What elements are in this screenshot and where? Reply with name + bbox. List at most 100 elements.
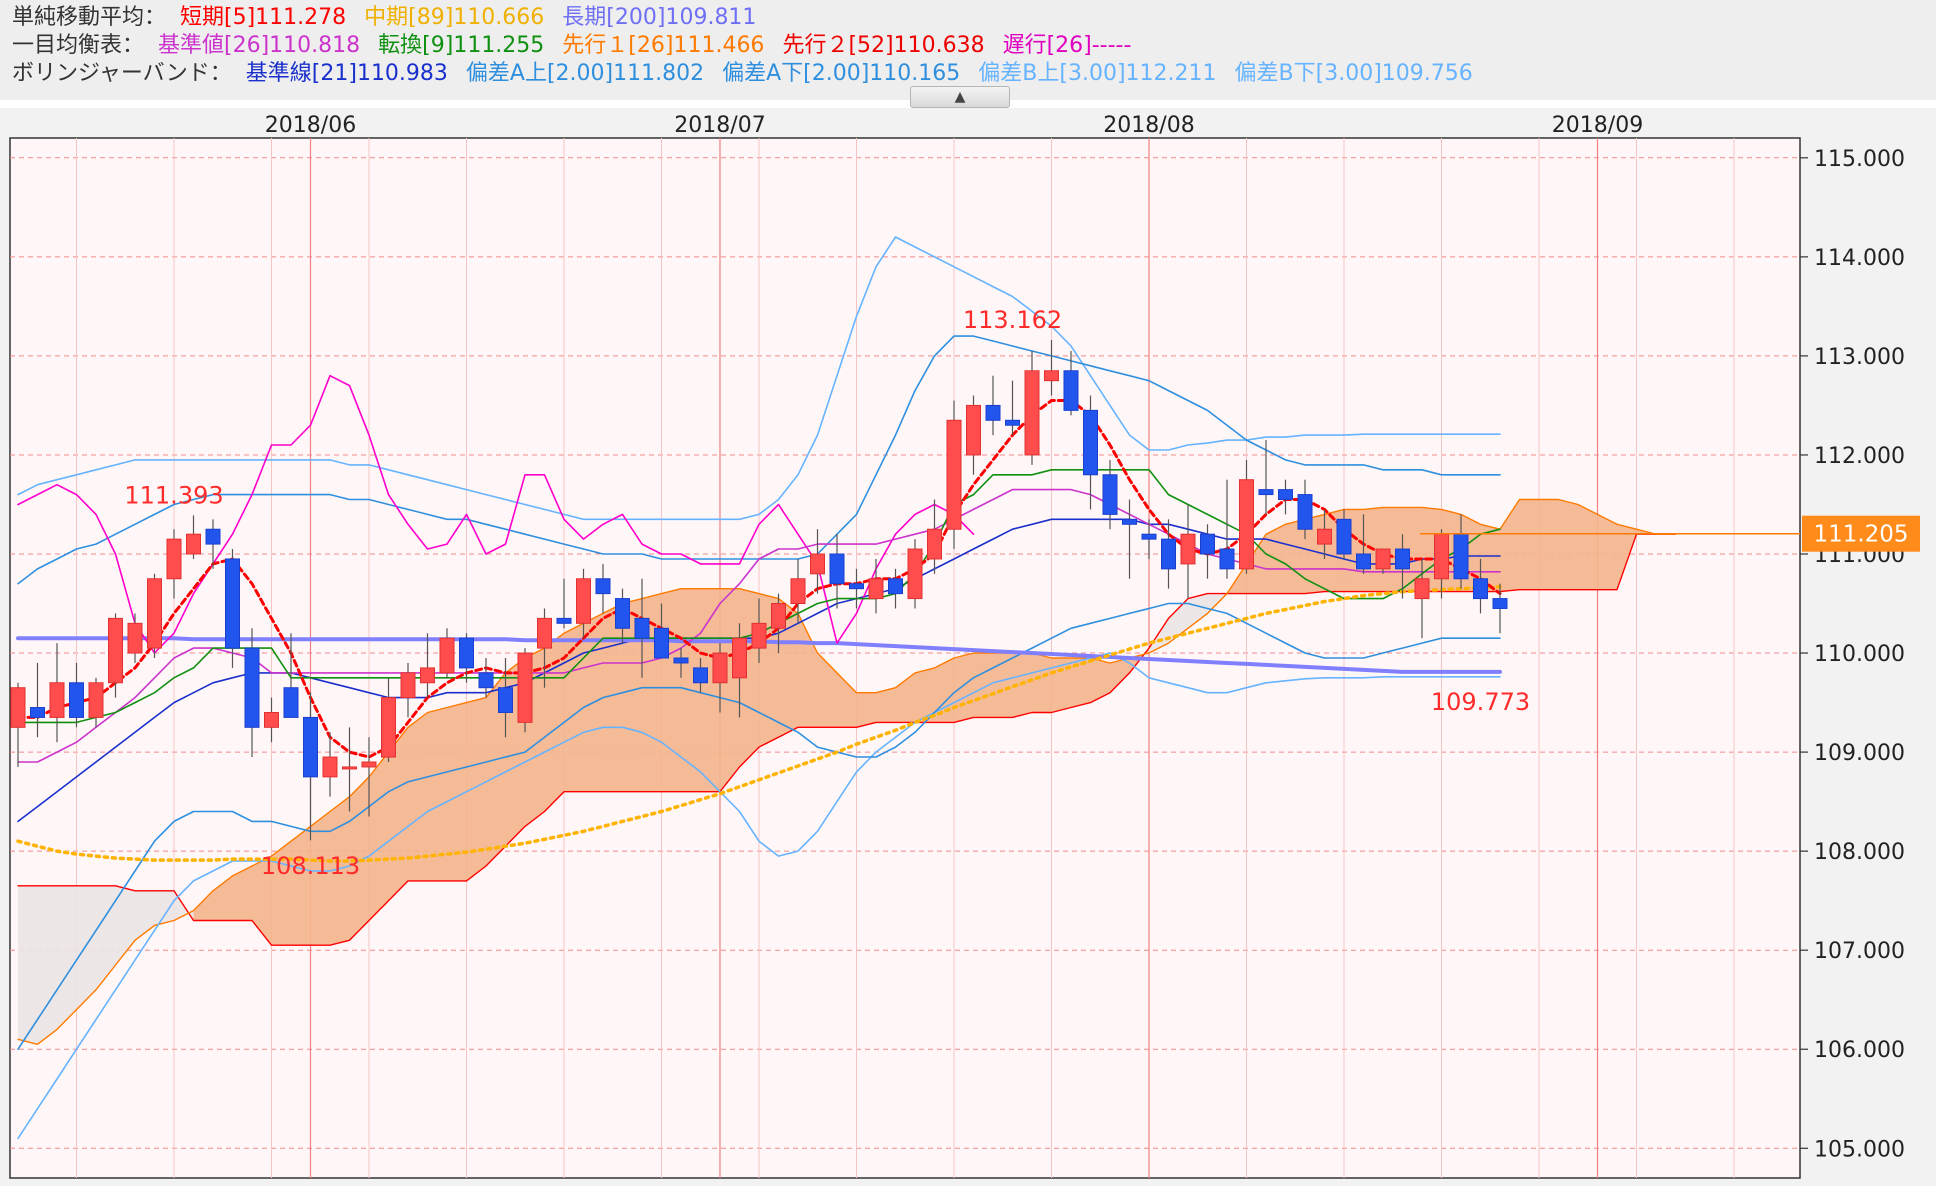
candle-down bbox=[1258, 489, 1274, 496]
candles bbox=[10, 340, 1508, 841]
cloud-segment bbox=[876, 687, 896, 723]
cloud-segment bbox=[271, 841, 291, 946]
legend-ichimoku-span2: 先行２[52]110.638 bbox=[782, 33, 985, 58]
candle-up bbox=[927, 528, 942, 560]
collapse-legend-button[interactable]: ▲ bbox=[910, 86, 1010, 108]
candle-down bbox=[1336, 518, 1352, 555]
cloud-segment bbox=[1617, 524, 1637, 590]
cloud-segment bbox=[993, 653, 1013, 718]
candle-down bbox=[478, 672, 494, 689]
cloud-segment bbox=[57, 885, 77, 1030]
cloud-segment bbox=[252, 856, 272, 946]
candle-down bbox=[634, 617, 650, 639]
candle-down bbox=[654, 627, 669, 659]
cloud-segment bbox=[778, 598, 798, 738]
cloud-segment bbox=[115, 885, 135, 966]
candle-down bbox=[1005, 419, 1020, 426]
candle-up bbox=[342, 766, 357, 770]
cloud-segment bbox=[895, 672, 915, 723]
candle-up bbox=[576, 578, 591, 624]
cloud-segment bbox=[1383, 507, 1403, 592]
cloud-segment bbox=[310, 811, 330, 946]
candle-down bbox=[1161, 538, 1176, 570]
candle-down bbox=[1395, 548, 1410, 570]
cloud-segment bbox=[1480, 524, 1500, 592]
candle-down bbox=[69, 682, 84, 718]
caret-up-icon: ▲ bbox=[954, 89, 966, 105]
cloud-segment bbox=[973, 653, 993, 718]
legend-ichimoku-lag: 遅行[26]----- bbox=[1002, 33, 1132, 58]
price-chart[interactable]: 111.393 108.113 113.162 109.773 115.000 114.… bbox=[0, 108, 1936, 1186]
candle-up bbox=[1180, 533, 1196, 565]
sma-mid-line bbox=[16, 584, 1502, 863]
ichimoku-span2-line bbox=[17, 533, 1677, 946]
price-annotation: 109.773 bbox=[1431, 688, 1530, 716]
legend-bollinger-label: ボリンジャーバンド： bbox=[12, 61, 232, 86]
legend-ichimoku-label: 一目均衡表： bbox=[12, 33, 145, 58]
cloud-segment bbox=[330, 796, 350, 946]
cloud-segment bbox=[37, 885, 57, 1045]
candle-down bbox=[225, 558, 240, 649]
y-tick-label: 114.000 bbox=[1814, 246, 1905, 271]
legend-bb-b-lower: 偏差B下[3.00]109.756 bbox=[1234, 61, 1473, 86]
candle-down bbox=[849, 583, 864, 590]
legend-sma-long: 長期[200]109.811 bbox=[562, 5, 757, 30]
candle-up bbox=[147, 578, 162, 649]
cloud-segment bbox=[934, 658, 954, 723]
candle-down bbox=[1356, 553, 1371, 570]
cloud-segment bbox=[193, 890, 213, 921]
candle-up bbox=[186, 533, 201, 555]
legend-sma-mid: 中期[89]110.666 bbox=[364, 5, 545, 30]
candle-up bbox=[127, 622, 143, 654]
y-tick-label: 112.000 bbox=[1814, 444, 1905, 469]
candle-down bbox=[1083, 409, 1098, 476]
candle-down bbox=[303, 716, 318, 778]
legend-sma-label: 単純移動平均： bbox=[12, 5, 167, 30]
cloud-segment bbox=[408, 712, 428, 881]
candle-up bbox=[1024, 370, 1040, 456]
x-tick-label: 2018/07 bbox=[674, 113, 765, 138]
y-axis: 115.000114.000113.000112.000111.000110.0… bbox=[1800, 147, 1905, 1162]
cloud-segment bbox=[1519, 499, 1539, 590]
candle-down bbox=[615, 598, 630, 629]
y-tick-label: 109.000 bbox=[1814, 741, 1905, 766]
cloud-segment bbox=[213, 875, 233, 921]
candle-down bbox=[459, 637, 474, 669]
cloud-segment bbox=[1539, 499, 1559, 590]
price-annotations: 111.393 108.113 113.162 109.773 bbox=[124, 306, 1530, 880]
candle-down bbox=[1473, 578, 1488, 600]
indicator-legend: 単純移動平均： 短期[5]111.278 中期[89]110.666 長期[200]1… bbox=[0, 0, 1936, 100]
chart-area: 111.393 108.113 113.162 109.773 115.000 114.… bbox=[0, 108, 1936, 1186]
candle-down bbox=[30, 707, 45, 718]
candle-up bbox=[49, 682, 65, 718]
cloud-segment bbox=[856, 692, 876, 728]
candle-down bbox=[1297, 494, 1313, 530]
x-tick-label: 2018/08 bbox=[1103, 113, 1194, 138]
cloud-segment bbox=[466, 697, 486, 881]
cloud-segment bbox=[18, 885, 38, 1045]
candle-down bbox=[1453, 533, 1469, 580]
candle-up bbox=[400, 672, 416, 699]
legend-ichimoku-conv: 転換[9]111.255 bbox=[378, 33, 545, 58]
cloud-segment bbox=[661, 588, 681, 792]
cloud-segment bbox=[817, 653, 837, 728]
candle-down bbox=[673, 657, 689, 664]
candle-down bbox=[1141, 533, 1157, 540]
candle-up bbox=[537, 617, 552, 649]
cloud-segment bbox=[1558, 499, 1578, 590]
bollinger-a-lower-line bbox=[17, 602, 1501, 1051]
cloud-segment bbox=[1071, 658, 1091, 708]
cloud-segment bbox=[915, 667, 935, 723]
cloud-segment bbox=[135, 890, 155, 941]
cloud-segment bbox=[954, 653, 974, 723]
bollinger-b-lower-line bbox=[17, 652, 1501, 1140]
candle-down bbox=[283, 687, 299, 718]
candle-down bbox=[1200, 533, 1215, 555]
candle-up bbox=[420, 667, 435, 684]
y-tick-label: 107.000 bbox=[1814, 939, 1905, 964]
cloud-segment bbox=[1110, 658, 1130, 693]
legend-bb-a-upper: 偏差A上[2.00]111.802 bbox=[465, 61, 705, 86]
cloud-segment bbox=[1597, 514, 1617, 590]
ichimoku-span1-line bbox=[17, 498, 1677, 1045]
candle-up bbox=[868, 578, 884, 600]
